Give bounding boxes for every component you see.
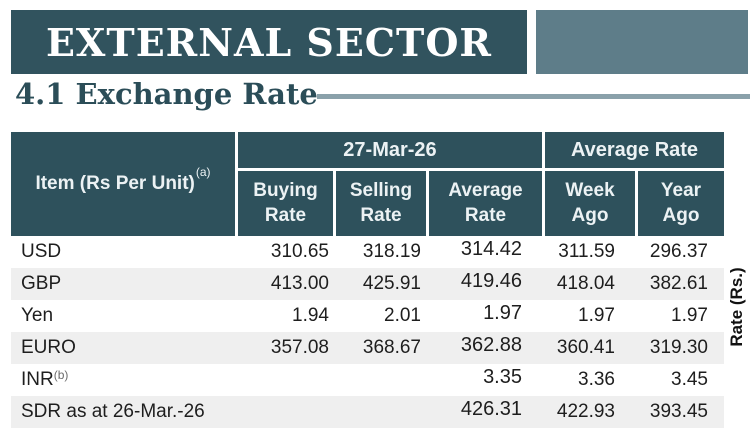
cell-year-ago: 393.45 bbox=[649, 401, 708, 422]
table-row-yen: Yen 1.94 2.01 1.97 1.97 1.97 bbox=[11, 300, 724, 332]
exchange-rate-table: Item (Rs Per Unit) (a) 27-Mar-26 Average … bbox=[11, 132, 724, 428]
cell-average-rate: 314.42 bbox=[460, 238, 522, 260]
cell-buying-rate bbox=[238, 364, 336, 397]
column-header-buying-rate: Buying Rate bbox=[238, 171, 333, 236]
item-header-label: Item (Rs Per Unit) bbox=[35, 173, 195, 194]
column-header-year-ago: Year Ago bbox=[638, 171, 724, 236]
cell-item: EURO bbox=[21, 337, 76, 358]
cell-week-ago: 1.97 bbox=[578, 305, 615, 326]
cell-selling-rate: 2.01 bbox=[384, 305, 421, 326]
table-row-gbp: GBP 413.00 425.91 419.46 418.04 382.61 bbox=[11, 268, 724, 300]
table-header: Item (Rs Per Unit) (a) 27-Mar-26 Average … bbox=[11, 132, 724, 236]
cell-year-ago: 319.30 bbox=[649, 337, 708, 358]
subsection-rule bbox=[317, 94, 750, 99]
cell-week-ago: 360.41 bbox=[556, 337, 615, 358]
item-header-superscript: (a) bbox=[195, 165, 211, 179]
section-title: EXTERNAL SECTOR bbox=[45, 19, 493, 65]
cell-average-rate: 419.46 bbox=[460, 270, 522, 292]
cell-item: SDR as at 26-Mar.-26 bbox=[21, 401, 205, 422]
cell-week-ago: 3.36 bbox=[578, 369, 615, 390]
cell-buying-rate: 310.65 bbox=[270, 241, 329, 262]
column-header-item: Item (Rs Per Unit) (a) bbox=[11, 132, 235, 236]
column-group-date: 27-Mar-26 bbox=[238, 132, 542, 168]
cell-average-rate: 3.35 bbox=[483, 366, 522, 388]
cell-buying-rate bbox=[238, 396, 336, 429]
rate-axis-label: Rate (Rs.) bbox=[727, 267, 746, 347]
cell-buying-rate: 1.94 bbox=[292, 305, 329, 326]
cell-selling-rate: 318.19 bbox=[362, 241, 421, 262]
cell-week-ago: 311.59 bbox=[558, 241, 615, 262]
cell-average-rate: 426.31 bbox=[460, 398, 522, 420]
cell-buying-rate: 357.08 bbox=[270, 337, 329, 358]
cell-item: Yen bbox=[21, 305, 54, 326]
table-row-inr: INR(b) 3.35 3.36 3.45 bbox=[11, 364, 724, 396]
subsection-title: 4.1 Exchange Rate bbox=[15, 77, 318, 111]
header-accent-block bbox=[536, 10, 748, 74]
table-row-sdr: SDR as at 26-Mar.-26 426.31 422.93 393.4… bbox=[11, 396, 724, 428]
cell-average-rate: 1.97 bbox=[483, 302, 522, 324]
table-body: USD 310.65 318.19 314.42 311.59 296.37 G… bbox=[11, 236, 724, 428]
inr-superscript: (b) bbox=[53, 368, 69, 382]
cell-week-ago: 422.93 bbox=[556, 401, 615, 422]
column-header-week-ago: Week Ago bbox=[545, 171, 635, 236]
cell-item: INR(b) bbox=[21, 368, 69, 390]
cell-selling-rate bbox=[336, 396, 429, 429]
cell-average-rate: 362.88 bbox=[460, 334, 522, 356]
cell-selling-rate bbox=[336, 364, 429, 397]
table-row-usd: USD 310.65 318.19 314.42 311.59 296.37 bbox=[11, 236, 724, 268]
table-row-euro: EURO 357.08 368.67 362.88 360.41 319.30 bbox=[11, 332, 724, 364]
column-group-average-rate: Average Rate bbox=[545, 132, 724, 168]
cell-buying-rate: 413.00 bbox=[270, 273, 329, 294]
cell-item: USD bbox=[21, 241, 62, 262]
column-header-selling-rate: Selling Rate bbox=[336, 171, 426, 236]
cell-year-ago: 382.61 bbox=[649, 273, 708, 294]
section-header-banner: EXTERNAL SECTOR bbox=[11, 10, 527, 74]
cell-year-ago: 1.97 bbox=[671, 305, 708, 326]
cell-item: GBP bbox=[21, 273, 62, 294]
cell-week-ago: 418.04 bbox=[556, 273, 615, 294]
cell-selling-rate: 368.67 bbox=[362, 337, 421, 358]
cell-selling-rate: 425.91 bbox=[362, 273, 421, 294]
cell-year-ago: 296.37 bbox=[649, 241, 708, 262]
cell-year-ago: 3.45 bbox=[671, 369, 708, 390]
column-header-average-rate: Average Rate bbox=[429, 171, 542, 236]
